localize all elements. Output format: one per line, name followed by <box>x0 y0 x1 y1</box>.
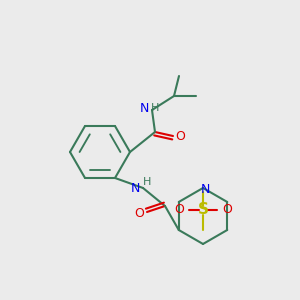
Text: O: O <box>222 203 232 217</box>
Text: O: O <box>174 203 184 217</box>
Text: S: S <box>197 202 208 217</box>
Text: O: O <box>175 130 185 142</box>
Text: N: N <box>200 184 210 196</box>
Text: H: H <box>143 177 151 187</box>
Text: H: H <box>151 103 159 113</box>
Text: O: O <box>134 208 144 220</box>
Text: N: N <box>130 182 140 196</box>
Text: N: N <box>139 101 149 115</box>
